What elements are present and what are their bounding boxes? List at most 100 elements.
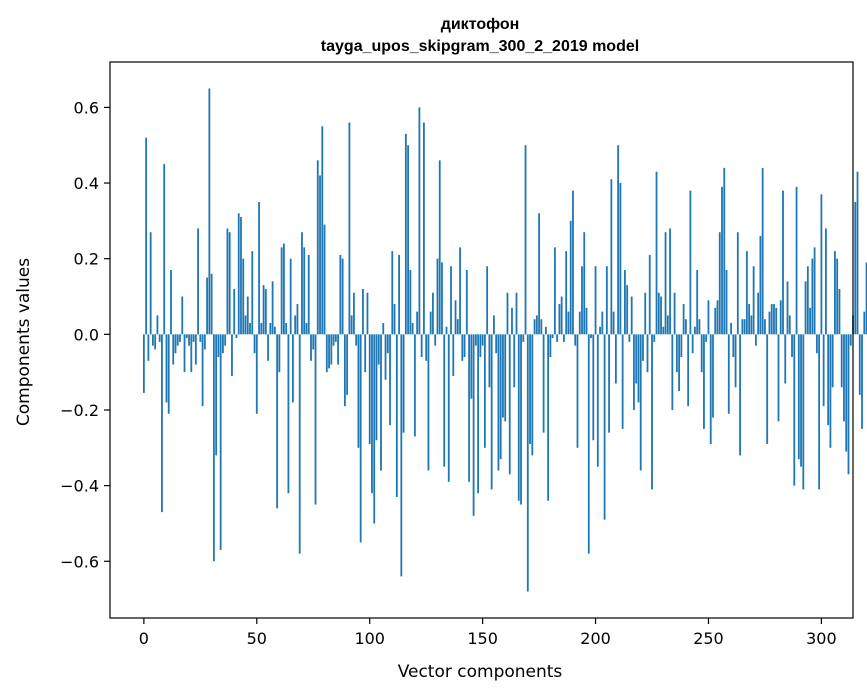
bar — [393, 304, 396, 335]
x-tick-label: 300 — [806, 629, 837, 648]
bar — [651, 334, 653, 490]
bar — [820, 194, 823, 335]
bar — [691, 334, 694, 354]
bar — [730, 322, 732, 335]
bar — [199, 334, 202, 342]
bar — [493, 315, 495, 335]
bar — [608, 334, 610, 433]
bar — [610, 179, 613, 335]
bar — [714, 307, 717, 335]
bar — [142, 334, 145, 393]
bar — [759, 235, 762, 335]
bar — [217, 334, 220, 358]
bar — [339, 254, 342, 335]
bar — [253, 334, 256, 354]
bar — [827, 334, 830, 426]
bar — [563, 334, 565, 342]
bar — [533, 319, 536, 335]
bar — [319, 175, 321, 335]
bar — [637, 334, 640, 403]
bar — [547, 334, 550, 501]
bar — [165, 334, 168, 403]
bar — [558, 304, 561, 335]
bar — [764, 319, 766, 335]
bar — [531, 334, 534, 456]
bar — [529, 334, 531, 445]
bar — [544, 326, 547, 335]
bar — [222, 334, 224, 354]
bar — [438, 160, 441, 335]
bar — [549, 334, 552, 358]
bar — [364, 334, 367, 373]
bar — [858, 334, 861, 395]
bar — [680, 334, 683, 358]
bar — [264, 288, 267, 335]
bar — [368, 334, 371, 445]
bar — [750, 315, 753, 335]
bar — [260, 322, 263, 335]
bar — [786, 281, 789, 335]
bar — [149, 232, 152, 335]
bar — [447, 334, 450, 482]
bar — [542, 334, 545, 433]
bar — [669, 228, 671, 335]
bar — [231, 334, 233, 376]
bar — [596, 334, 599, 467]
bar — [727, 334, 730, 414]
bar — [660, 296, 662, 335]
x-tick-label: 50 — [247, 629, 267, 648]
y-axis-ticks: −0.6 −0.4 −0.2 0.0 0.2 0.4 0.6 — [60, 98, 110, 571]
bar — [845, 334, 848, 452]
bar — [203, 334, 206, 350]
bar — [176, 334, 179, 346]
bar — [822, 334, 825, 407]
bar — [725, 270, 728, 335]
bar — [768, 311, 771, 335]
bar — [402, 334, 405, 433]
bar — [811, 258, 814, 335]
bar — [818, 334, 821, 490]
bar — [301, 232, 303, 335]
bar — [551, 334, 554, 339]
bar — [292, 334, 294, 403]
bar — [802, 334, 805, 490]
bar — [459, 247, 461, 335]
bar — [429, 311, 432, 335]
bar — [806, 266, 809, 335]
bar — [703, 334, 705, 429]
bar — [314, 334, 317, 505]
bar — [233, 288, 236, 335]
bar — [416, 311, 419, 335]
bar — [775, 307, 778, 335]
bar — [366, 292, 369, 335]
plot-frame — [109, 61, 854, 619]
bar — [395, 334, 398, 497]
bar — [736, 232, 739, 335]
bar — [825, 228, 827, 335]
bar — [418, 107, 421, 335]
bar — [689, 190, 692, 335]
y-tick-label: 0.0 — [74, 325, 99, 344]
bar — [560, 296, 563, 335]
bar — [538, 213, 540, 335]
bar — [386, 334, 389, 354]
bar — [477, 334, 480, 494]
bar — [655, 171, 658, 335]
bar — [621, 334, 624, 429]
bar — [192, 334, 195, 342]
bar — [834, 251, 836, 335]
bar — [242, 258, 245, 335]
bar — [375, 334, 378, 441]
bar — [384, 334, 387, 380]
bar — [587, 334, 590, 554]
bar — [797, 334, 800, 460]
bar — [633, 334, 635, 410]
bar — [513, 334, 516, 388]
bar — [831, 334, 834, 388]
bar — [434, 334, 437, 346]
y-tick-label: −0.4 — [60, 477, 99, 496]
bar — [215, 334, 218, 456]
bar — [181, 296, 184, 335]
bar — [599, 326, 601, 335]
